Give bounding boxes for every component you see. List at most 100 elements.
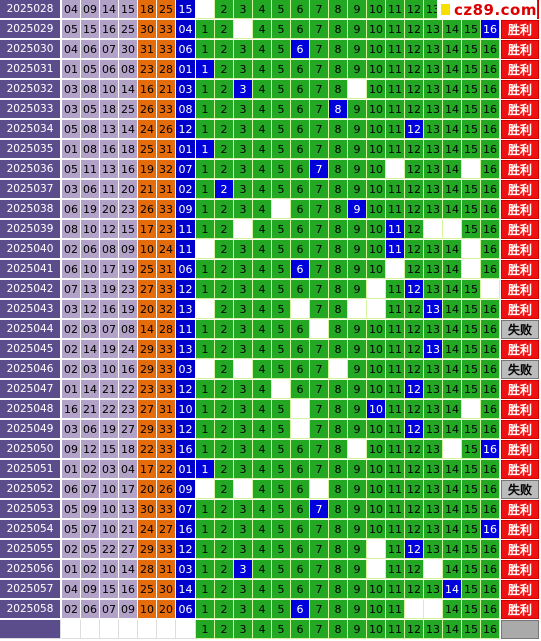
number-cell: 24 — [157, 240, 176, 259]
grid-cell: 11 — [386, 280, 405, 299]
hit-cell: 16 — [481, 520, 500, 539]
grid-cell: 1 — [196, 80, 215, 99]
grid-cell: 1 — [196, 40, 215, 59]
grid-cell: 11 — [386, 20, 405, 39]
grid-cell: 8 — [329, 580, 348, 599]
grid-cell: 16 — [481, 500, 500, 519]
grid-cell: 1 — [196, 160, 215, 179]
number-cell: 09 — [81, 500, 100, 519]
table-row: 2025042 07 13 19 23 27 33 12 1 2 3 4 5 6 7 8 9 11 12 13 14 15… — [0, 280, 541, 300]
grid-cell: 10 — [367, 180, 386, 199]
grid-cell: 2 — [215, 300, 234, 319]
site-logo[interactable]: cz89.com — [437, 0, 537, 19]
number-cell: 10 — [100, 520, 119, 539]
number-cell: 22 — [100, 400, 119, 419]
grid-cell: 6 — [291, 620, 310, 639]
number-cell: 16 — [100, 300, 119, 319]
number-cell: 29 — [138, 340, 157, 359]
number-cell: 24 — [138, 120, 157, 139]
grid-cell: 1 — [196, 600, 215, 619]
grid-cell: 2 — [215, 480, 234, 499]
grid-cell: 16 — [481, 220, 500, 239]
grid-cell: 10 — [367, 20, 386, 39]
grid-cell: 4 — [253, 160, 272, 179]
hit-cell: 7 — [310, 500, 329, 519]
grid-cell: 11 — [386, 120, 405, 139]
number-cell: 22 — [100, 540, 119, 559]
number-cell: 18 — [119, 440, 138, 459]
number-cell: 17 — [100, 260, 119, 279]
number-cell: 01 — [62, 380, 81, 399]
grid-cell: 6 — [291, 160, 310, 179]
grid-cell: 10 — [367, 520, 386, 539]
grid-cell: 8 — [329, 240, 348, 259]
grid-cell: 11 — [386, 420, 405, 439]
period-cell: 2025031 — [0, 60, 61, 79]
period-cell: 2025042 — [0, 280, 61, 299]
grid-cell: 7 — [310, 380, 329, 399]
grid-cell: 5 — [272, 0, 291, 19]
grid-cell: 9 — [348, 520, 367, 539]
number-cell: 10 — [100, 480, 119, 499]
number-cell: 32 — [157, 160, 176, 179]
number-cell: 22 — [119, 380, 138, 399]
grid-cell: 7 — [310, 220, 329, 239]
grid-cell: 2 — [215, 0, 234, 19]
grid-cell: 7 — [310, 260, 329, 279]
number-cell: 06 — [81, 180, 100, 199]
number-cell: 18 — [100, 100, 119, 119]
grid-cell: 13 — [424, 500, 443, 519]
grid-cell: 2 — [215, 20, 234, 39]
grid-cell — [291, 400, 310, 419]
grid-cell — [196, 240, 215, 259]
number-cell: 21 — [81, 400, 100, 419]
grid-cell: 8 — [329, 220, 348, 239]
grid-cell: 13 — [424, 460, 443, 479]
grid-cell: 5 — [272, 480, 291, 499]
last-number-cell: 14 — [176, 580, 196, 599]
grid-cell: 7 — [310, 560, 329, 579]
grid-cell: 7 — [310, 40, 329, 59]
number-cell: 09 — [81, 0, 100, 19]
number-cell: 25 — [119, 20, 138, 39]
number-cell: 23 — [119, 400, 138, 419]
hit-cell: 12 — [405, 420, 424, 439]
result-win-badge: 胜利 — [501, 160, 539, 179]
grid-cell: 8 — [329, 60, 348, 79]
grid-cell: 10 — [367, 600, 386, 619]
grid-cell: 13 — [424, 60, 443, 79]
grid-cell: 2 — [215, 620, 234, 639]
number-cell: 31 — [157, 180, 176, 199]
period-cell: 2025034 — [0, 120, 61, 139]
grid-cell: 14 — [443, 20, 462, 39]
result-win-badge: 胜利 — [501, 300, 539, 319]
grid-cell: 13 — [424, 100, 443, 119]
grid-cell: 2 — [215, 360, 234, 379]
number-cell: 10 — [100, 500, 119, 519]
number-cell: 16 — [100, 140, 119, 159]
grid-cell: 4 — [253, 300, 272, 319]
grid-cell: 8 — [329, 600, 348, 619]
grid-cell: 6 — [291, 0, 310, 19]
grid-cell: 13 — [424, 400, 443, 419]
grid-cell: 4 — [253, 540, 272, 559]
grid-cell: 6 — [291, 340, 310, 359]
table-row: 2025046 02 03 10 16 29 33 03 2 4 5 6 7 9 10 11 12 13 14 15 1… — [0, 360, 541, 380]
grid-cell: 9 — [348, 540, 367, 559]
result-win-badge: 胜利 — [501, 380, 539, 399]
grid-cell: 3 — [234, 460, 253, 479]
grid-cell: 8 — [329, 40, 348, 59]
result-win-badge: 胜利 — [501, 260, 539, 279]
grid-cell: 16 — [481, 160, 500, 179]
number-cell: 08 — [81, 120, 100, 139]
number-cell: 05 — [81, 60, 100, 79]
grid-cell: 9 — [348, 240, 367, 259]
grid-cell: 13 — [424, 80, 443, 99]
grid-cell: 6 — [291, 380, 310, 399]
result-win-badge: 胜利 — [501, 120, 539, 139]
grid-cell: 14 — [443, 240, 462, 259]
number-cell: 27 — [157, 520, 176, 539]
grid-cell: 4 — [253, 240, 272, 259]
grid-cell: 14 — [443, 120, 462, 139]
